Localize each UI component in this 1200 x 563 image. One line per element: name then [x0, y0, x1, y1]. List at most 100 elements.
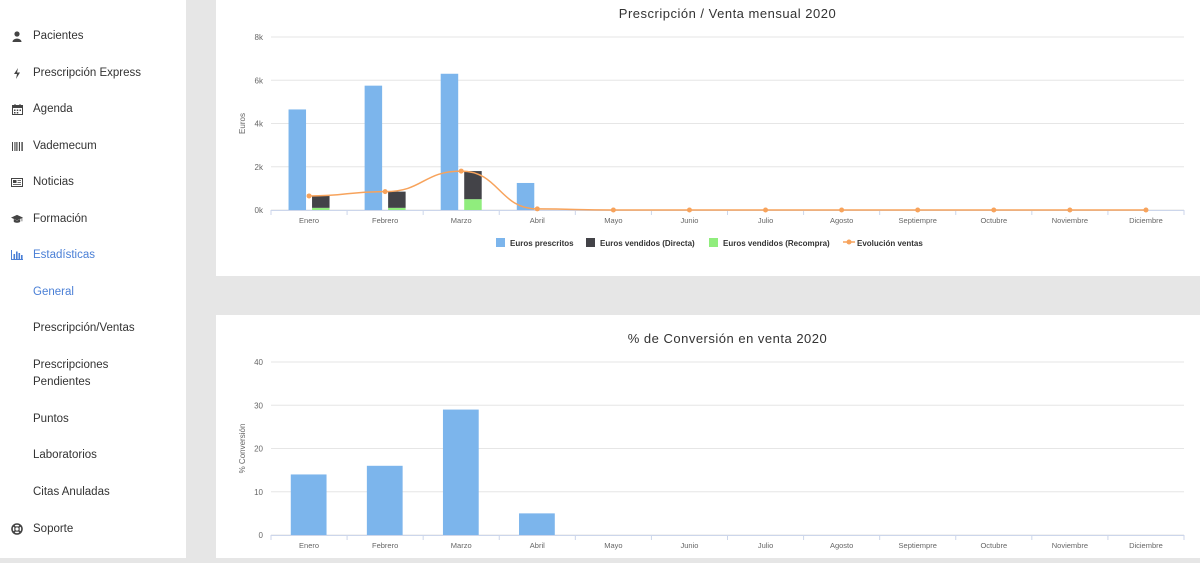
- chart-title: % de Conversión en venta 2020: [628, 331, 828, 346]
- life-ring-icon: [11, 523, 23, 535]
- line-evolucion-ventas: [309, 170, 1146, 211]
- bar-euros-prescritos: [364, 85, 383, 210]
- barcode-icon: [11, 140, 23, 152]
- x-tick-label: Marzo: [451, 216, 472, 225]
- x-tick-label: Agosto: [830, 541, 853, 550]
- subnav-prescripciones-pendientes[interactable]: Prescripciones Pendientes: [33, 359, 109, 388]
- sidebar-item-label: Estadísticas: [33, 249, 95, 261]
- x-tick-label: Julio: [758, 541, 773, 550]
- bar-chart-icon: [11, 249, 23, 261]
- sidebar-item-agenda[interactable]: Agenda: [0, 94, 186, 124]
- point-evolucion-ventas: [991, 207, 997, 213]
- bar-euros-vendidos-directa-: [464, 171, 482, 200]
- y-tick-label: 4k: [255, 120, 264, 129]
- bar--conversi-n: [290, 474, 327, 535]
- x-tick-label: Octubre: [980, 541, 1007, 550]
- legend-symbol: [709, 238, 718, 247]
- y-tick-label: 40: [254, 358, 263, 367]
- point-evolucion-ventas: [1067, 207, 1073, 213]
- x-tick-label: Diciembre: [1129, 216, 1163, 225]
- y-tick-label: 30: [254, 401, 263, 410]
- subnav-citas-anuladas[interactable]: Citas Anuladas: [33, 486, 110, 498]
- point-evolucion-ventas: [306, 193, 312, 199]
- x-tick-label: Agosto: [830, 216, 853, 225]
- legend-symbol: [586, 238, 595, 247]
- point-evolucion-ventas: [1143, 207, 1149, 213]
- bar--conversi-n: [366, 465, 403, 535]
- x-tick-label: Noviembre: [1052, 216, 1088, 225]
- y-tick-label: 2k: [255, 163, 264, 172]
- bar-euros-vendidos-recompra-: [312, 207, 330, 210]
- x-tick-label: Abril: [530, 541, 545, 550]
- sidebar: Pacientes Prescripción Express Agenda Va…: [0, 0, 186, 558]
- x-tick-label: Enero: [299, 216, 319, 225]
- y-tick-label: 10: [254, 488, 263, 497]
- graduation-cap-icon: [11, 213, 23, 225]
- sidebar-item-pacientes[interactable]: Pacientes: [0, 21, 186, 51]
- bar-euros-prescritos: [288, 109, 307, 210]
- y-tick-label: 8k: [255, 33, 264, 42]
- x-tick-label: Octubre: [980, 216, 1007, 225]
- sidebar-item-label: Soporte: [33, 523, 74, 535]
- legend-label: Euros vendidos (Directa): [600, 239, 695, 248]
- sidebar-item-label: Noticias: [33, 176, 74, 188]
- bolt-icon: [11, 67, 23, 79]
- sidebar-item-label: Agenda: [33, 103, 73, 115]
- sidebar-item-vademecum[interactable]: Vademecum: [0, 131, 186, 161]
- newspaper-icon: [11, 176, 23, 188]
- subnav-prescripcion-ventas[interactable]: Prescripción/Ventas: [33, 322, 135, 334]
- chart-title: Prescripción / Venta mensual 2020: [619, 6, 836, 21]
- subnav-puntos[interactable]: Puntos: [33, 413, 69, 425]
- sidebar-item-estadisticas[interactable]: Estadísticas: [0, 240, 186, 270]
- x-tick-label: Junio: [680, 216, 698, 225]
- bar--conversi-n: [519, 513, 555, 535]
- point-evolucion-ventas: [686, 207, 692, 213]
- legend-symbol: [496, 238, 505, 247]
- sidebar-item-label: Vademecum: [33, 140, 97, 152]
- user-icon: [11, 30, 23, 42]
- sidebar-item-label: Prescripción Express: [33, 67, 142, 79]
- sidebar-item-noticias[interactable]: Noticias: [0, 167, 186, 197]
- sidebar-item-label: Formación: [33, 213, 88, 225]
- x-tick-label: Abril: [530, 216, 545, 225]
- point-evolucion-ventas: [534, 206, 540, 212]
- point-evolucion-ventas: [915, 207, 921, 213]
- x-tick-label: Marzo: [451, 541, 472, 550]
- y-tick-label: 20: [254, 445, 263, 454]
- chart-panel-prescripcion-venta: Prescripción / Venta mensual 2020 0k 2k 4k 6…: [216, 0, 1200, 276]
- sidebar-item-prescripcion-express[interactable]: Prescripción Express: [0, 58, 186, 88]
- x-tick-label: Septiempre: [899, 541, 937, 550]
- bar-euros-vendidos-directa-: [312, 195, 330, 208]
- x-tick-label: Diciembre: [1129, 541, 1163, 550]
- bar-euros-prescritos: [440, 73, 459, 210]
- y-tick-label: 6k: [255, 76, 264, 85]
- point-evolucion-ventas: [839, 207, 845, 213]
- x-tick-label: Junio: [680, 541, 698, 550]
- y-axis-label: Euros: [238, 113, 247, 134]
- x-tick-label: Mayo: [604, 541, 622, 550]
- y-tick-label: 0: [259, 531, 264, 540]
- point-evolucion-ventas: [610, 207, 616, 213]
- x-tick-label: Noviembre: [1052, 541, 1088, 550]
- calendar-icon: [11, 103, 23, 115]
- x-tick-label: Enero: [299, 541, 319, 550]
- x-tick-label: Septiempre: [899, 216, 937, 225]
- legend-label: Euros vendidos (Recompra): [723, 239, 830, 248]
- subnav-general[interactable]: General: [33, 286, 74, 298]
- bar-euros-vendidos-recompra-: [464, 199, 482, 210]
- sidebar-item-soporte[interactable]: Soporte: [0, 514, 186, 544]
- legend-label: Evolución ventas: [857, 239, 923, 248]
- legend-symbol: [846, 239, 852, 245]
- chart-panel-conversion: % de Conversión en venta 2020 0 10 20 30 40 En…: [216, 315, 1200, 558]
- subnav-laboratorios[interactable]: Laboratorios: [33, 449, 97, 461]
- y-axis-label: % Conversión: [238, 424, 247, 474]
- sidebar-item-formacion[interactable]: Formación: [0, 204, 186, 234]
- legend-label: Euros prescritos: [510, 239, 574, 248]
- bar-euros-vendidos-directa-: [388, 191, 406, 208]
- x-tick-label: Mayo: [604, 216, 622, 225]
- x-tick-label: Febrero: [372, 541, 398, 550]
- bar--conversi-n: [442, 409, 479, 535]
- point-evolucion-ventas: [763, 207, 769, 213]
- chart-conversion: % de Conversión en venta 2020 0 10 20 30 40 En…: [238, 331, 1185, 550]
- y-tick-label: 0k: [255, 206, 264, 215]
